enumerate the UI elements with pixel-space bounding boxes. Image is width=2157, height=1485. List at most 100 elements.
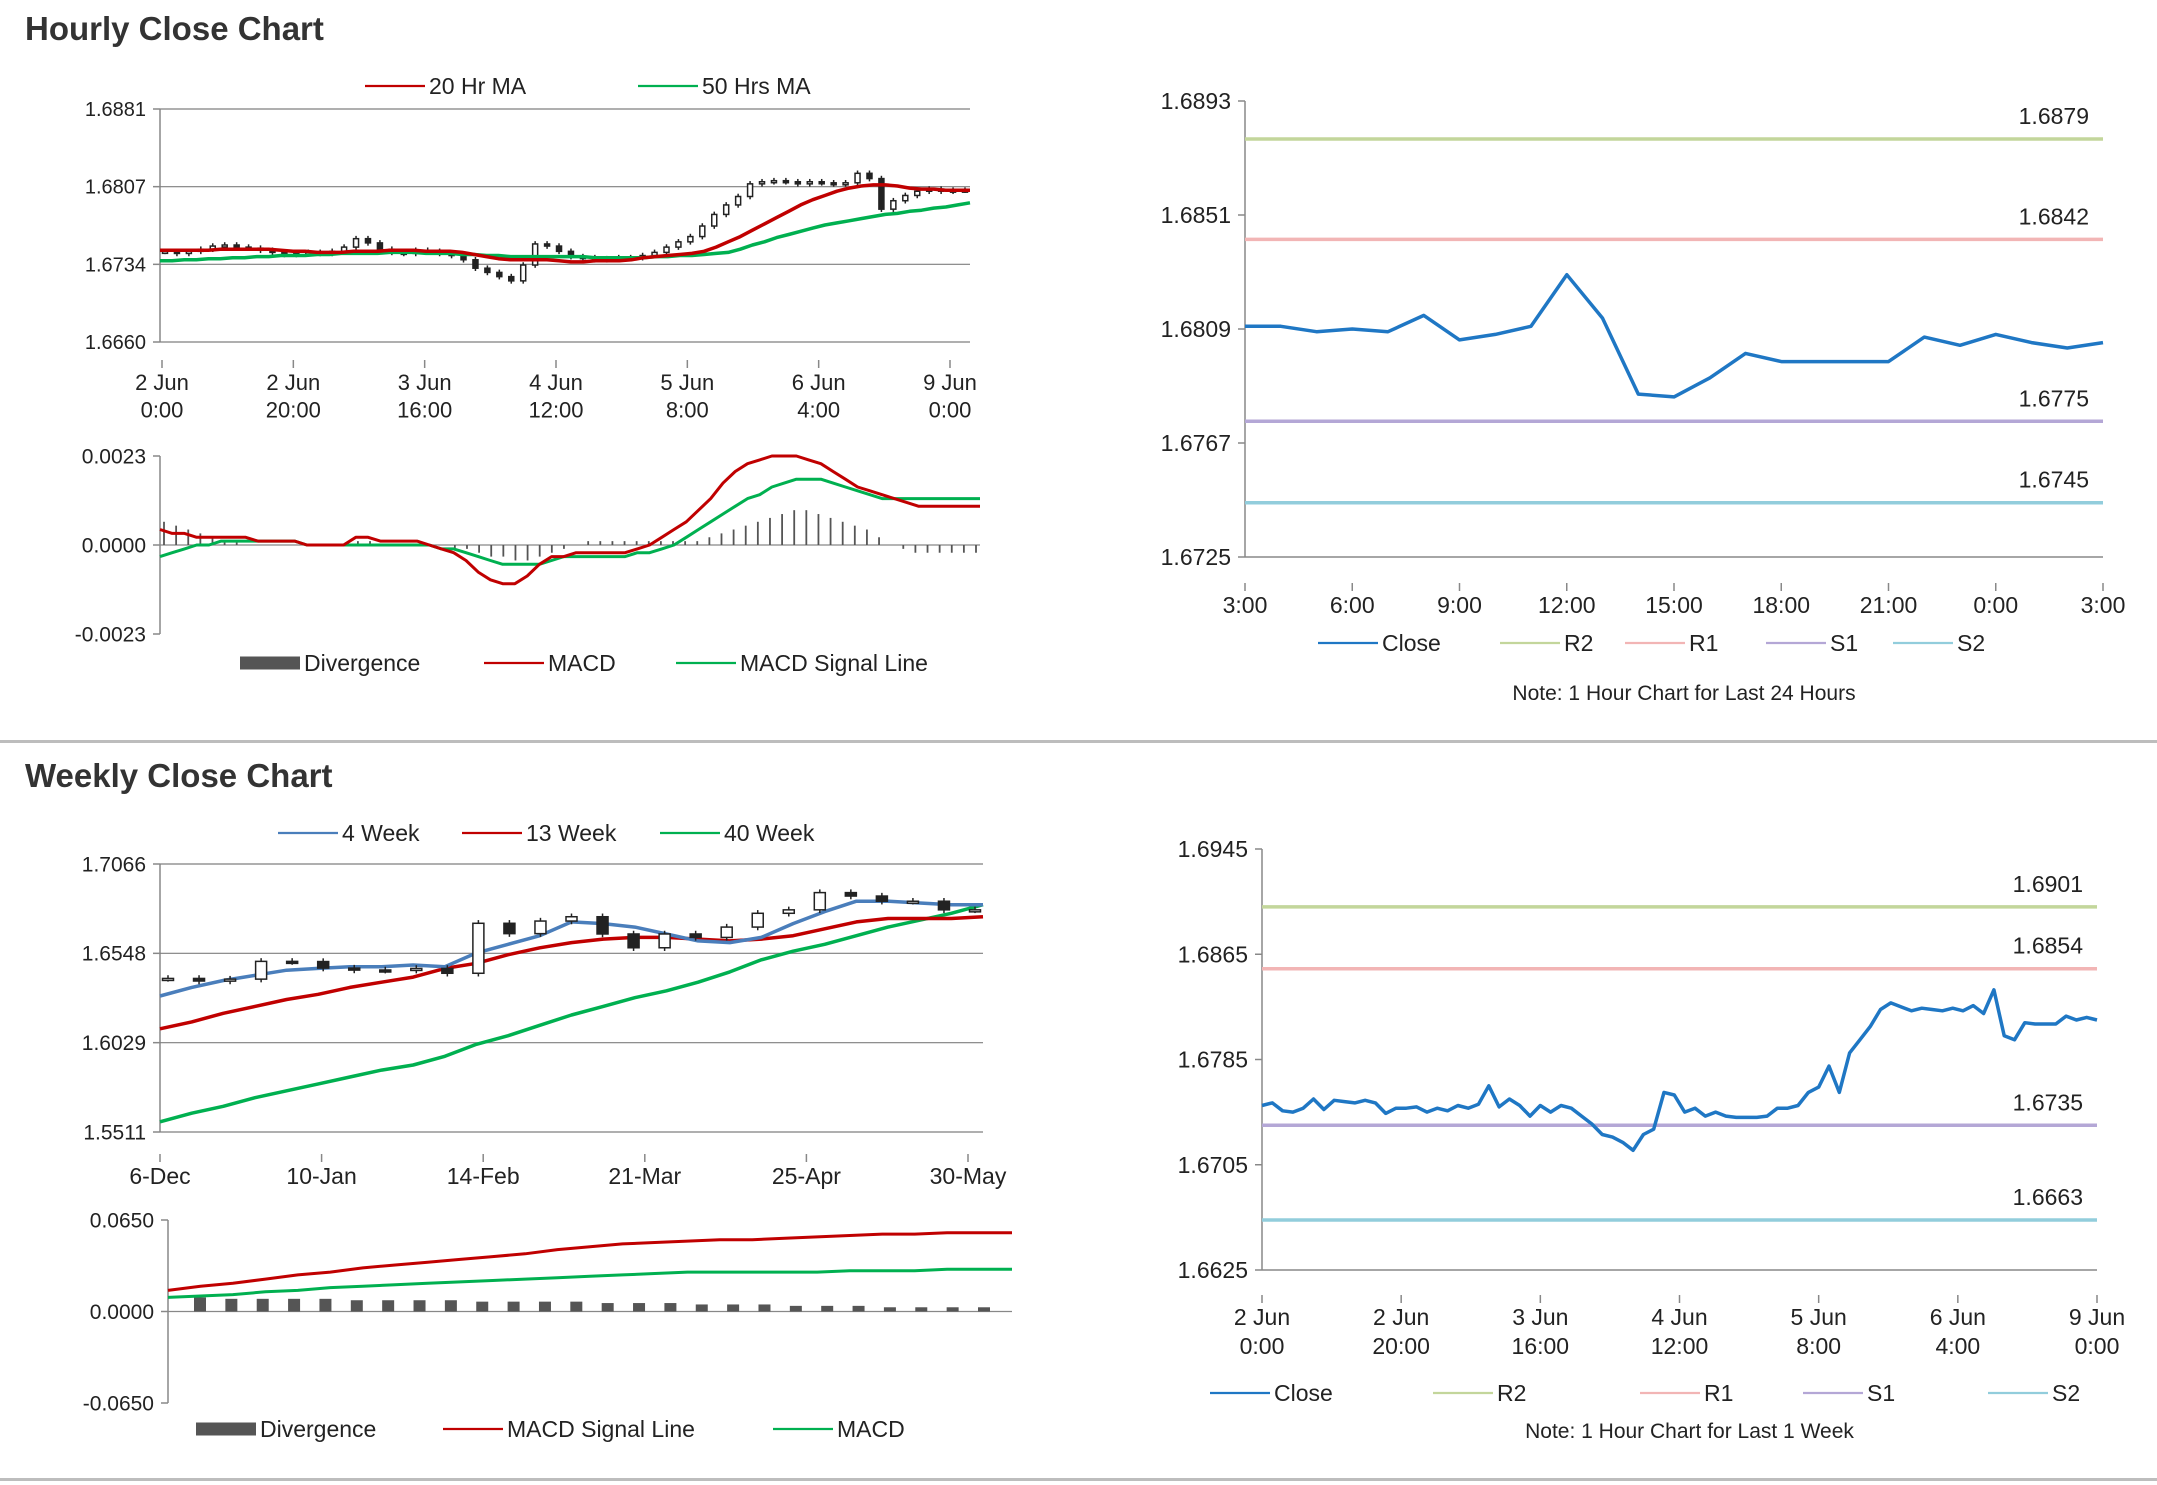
weekly-close-close-line (1261, 988, 2098, 1153)
hourly-price-candle (770, 179, 778, 184)
hourly-price-candle (806, 180, 814, 185)
weekly-close-x-tick-label: 6 Jun (1930, 1304, 1986, 1330)
weekly-price-y-tick-label: 1.6548 (82, 943, 146, 966)
weekly-price-candle (161, 977, 175, 982)
hourly-price-candle (794, 180, 802, 185)
weekly-divergence-bar (507, 1301, 520, 1312)
weekly-price-candle (565, 915, 578, 922)
weekly-close-x-tick-label: 9 Jun (2069, 1304, 2125, 1330)
hourly-price-candle (913, 190, 921, 197)
hourly-price-candle (830, 182, 837, 186)
weekly-close-x-tick-label: 2 Jun (1234, 1304, 1290, 1330)
hourly-price-candle (687, 235, 694, 243)
weekly-price-candle (192, 977, 206, 982)
hourly-price-y-tick-label: 1.6881 (85, 99, 146, 121)
weekly-close-x-tick-label: 0:00 (1240, 1333, 1285, 1359)
hourly-close-x-tick-label: 21:00 (1860, 592, 1918, 618)
hourly-macd-y-tick-label: -0.0023 (75, 623, 146, 646)
weekly-close-y-tick-label: 1.6865 (1178, 941, 1248, 967)
hourly-macd-y-tick-label: 0.0000 (82, 534, 146, 557)
hourly-price-y-tick-label: 1.6807 (85, 177, 146, 199)
hourly-close-legend-r1-label: R1 (1689, 630, 1718, 656)
hourly-price-candle (519, 264, 527, 282)
weekly-close-x-tick-label: 20:00 (1372, 1333, 1430, 1359)
weekly-divergence-bar (883, 1307, 896, 1312)
hourly-price-x-tick-label: 2 Jun (135, 370, 189, 395)
weekly-divergence-bar (194, 1297, 206, 1312)
weekly-divergence-bar (758, 1304, 771, 1312)
weekly-price-x-tick-label: 25-Apr (772, 1163, 841, 1189)
hourly-close-level-s2-label: 1.6745 (2019, 467, 2089, 493)
legend-40-week-label: 40 Week (724, 820, 815, 846)
weekly-divergence-bar (444, 1300, 457, 1312)
hourly-close-x-tick-label: 12:00 (1538, 592, 1596, 618)
legend-hourly-macd-signal-label: MACD Signal Line (740, 650, 928, 676)
weekly-divergence-bar (413, 1300, 426, 1312)
weekly-divergence-bar (476, 1301, 489, 1312)
weekly-price-candle (937, 900, 951, 911)
hourly-macd-y-tick-label: 0.0023 (82, 445, 146, 468)
hourly-close-y-tick-label: 1.6725 (1161, 544, 1231, 570)
hourly-price-y-tick-label: 1.6734 (85, 254, 146, 276)
weekly-price-candle (316, 960, 330, 969)
hourly-close-level-r2-label: 1.6879 (2019, 103, 2089, 129)
weekly-price-candle (782, 909, 796, 915)
weekly-close-x-tick-label: 4:00 (1935, 1333, 1980, 1359)
weekly-divergence-bar (225, 1298, 238, 1312)
hourly-price-x-tick-label: 9 Jun (923, 370, 977, 395)
weekly-price-candle (441, 967, 454, 975)
hourly-close-x-tick-label: 0:00 (1973, 592, 2018, 618)
weekly-divergence-bar (946, 1307, 959, 1312)
weekly-divergence-bar (601, 1303, 614, 1312)
weekly-divergence-bar (695, 1304, 708, 1312)
weekly-close-x-tick-label: 8:00 (1796, 1333, 1841, 1359)
weekly-price-candle (813, 891, 827, 911)
hourly-close-x-tick-label: 18:00 (1752, 592, 1810, 618)
legend-hourly-divergence-label: Divergence (304, 650, 420, 676)
section-divider (0, 740, 2157, 743)
weekly-price-y-tick-label: 1.7066 (82, 853, 146, 876)
weekly-price-candle (689, 933, 702, 939)
weekly-price-candle (658, 933, 671, 949)
weekly-close-y-tick-label: 1.6625 (1178, 1257, 1248, 1283)
hourly-20hr-ma-line (160, 183, 970, 264)
weekly-divergence-bar (319, 1298, 332, 1312)
hourly-price-candle (866, 172, 873, 180)
weekly-price-candle (875, 895, 889, 902)
weekly-divergence-bar (821, 1305, 834, 1312)
hourly-price-x-tick-label: 12:00 (528, 398, 583, 423)
hourly-price-candle (902, 194, 909, 202)
hourly-price-candle (508, 275, 515, 282)
hourly-close-x-tick-label: 6:00 (1330, 592, 1375, 618)
weekly-price-candle (968, 909, 982, 913)
hourly-close-y-tick-label: 1.6851 (1161, 202, 1231, 228)
weekly-close-level-s2-label: 1.6663 (2013, 1184, 2083, 1210)
legend-hourly-macd-label: MACD (548, 650, 616, 676)
hourly-close-x-tick-label: 9:00 (1437, 592, 1482, 618)
weekly-close-note: Note: 1 Hour Chart for Last 1 Week (1525, 1420, 1854, 1443)
weekly-close-level-r2-label: 1.6901 (2013, 871, 2083, 897)
legend-13-week-label: 13 Week (526, 820, 617, 846)
weekly-price-candle (627, 933, 640, 949)
hourly-price-candle (233, 244, 240, 248)
hourly-price-candle (376, 242, 384, 250)
hourly-price-candle (734, 195, 742, 206)
weekly-price-candle (720, 926, 733, 939)
hourly-price-x-tick-label: 0:00 (141, 398, 184, 423)
hourly-price-candle (484, 267, 491, 274)
weekly-price-y-tick-label: 1.6029 (82, 1032, 146, 1055)
weekly-price-candle (347, 967, 361, 971)
weekly-macd-y-tick-label: -0.0650 (83, 1392, 154, 1415)
weekly-close-level-r1-label: 1.6854 (2013, 933, 2084, 959)
hourly-close-close-line (1245, 272, 2104, 399)
hourly-close-legend-s2-label: S2 (1957, 630, 1985, 656)
hourly-price-x-tick-label: 8:00 (666, 398, 709, 423)
hourly-price-candle (675, 241, 682, 248)
hourly-price-candle (842, 182, 849, 186)
hourly-price-x-tick-label: 16:00 (397, 398, 452, 423)
weekly-price-candle (379, 969, 392, 973)
hourly-close-legend-r2-label: R2 (1564, 630, 1593, 656)
hourly-close-x-tick-label: 15:00 (1645, 592, 1703, 618)
weekly-close-legend-s1-label: S1 (1867, 1380, 1895, 1406)
